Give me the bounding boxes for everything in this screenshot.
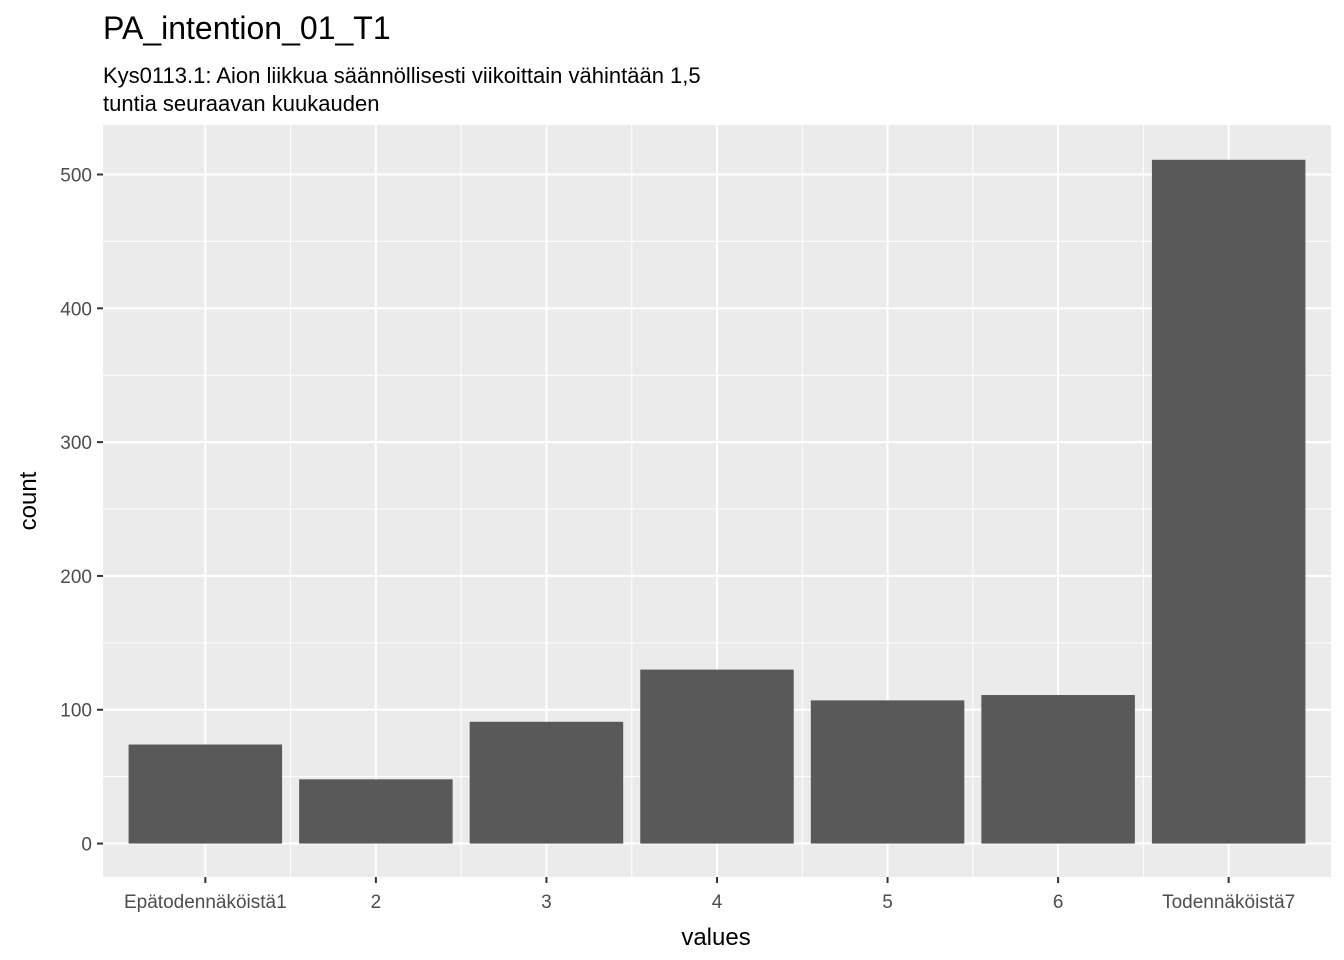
y-tick-label: 300 bbox=[60, 433, 92, 454]
chart-subtitle: Kys0113.1: Aion liikkua säännöllisesti v… bbox=[103, 62, 863, 118]
x-tick-label: Todennäköistä7 bbox=[1162, 892, 1295, 913]
bar bbox=[810, 700, 965, 844]
bar bbox=[1151, 159, 1306, 844]
x-tick-label: 6 bbox=[1053, 892, 1064, 913]
y-tick-label: 0 bbox=[81, 835, 92, 856]
bars bbox=[128, 159, 1306, 844]
chart-title: PA_intention_01_T1 bbox=[103, 10, 391, 46]
x-axis: Epätodennäköistä1 2 3 4 5 6 Todennäköistä7 bbox=[124, 877, 1295, 913]
x-tick-label: 5 bbox=[882, 892, 893, 913]
x-axis-title: values bbox=[681, 924, 750, 951]
y-tick-label: 100 bbox=[60, 701, 92, 722]
y-tick-label: 400 bbox=[60, 299, 92, 320]
y-tick-label: 200 bbox=[60, 567, 92, 588]
chart-subtitle-line-1: Kys0113.1: Aion liikkua säännöllisesti v… bbox=[103, 63, 701, 88]
x-tick-label: 3 bbox=[541, 892, 552, 913]
y-axis-title: count bbox=[15, 471, 42, 530]
chart-subtitle-line-2: tuntia seuraavan kuukauden bbox=[103, 91, 380, 116]
bar bbox=[640, 669, 794, 844]
x-tick-label: 4 bbox=[712, 892, 723, 913]
bar bbox=[128, 744, 283, 844]
x-tick-label: Epätodennäköistä1 bbox=[124, 892, 287, 913]
bar bbox=[299, 779, 453, 844]
x-tick-label: 2 bbox=[371, 892, 382, 913]
bar bbox=[981, 695, 1135, 844]
y-axis: 0 100 200 300 400 500 bbox=[60, 166, 103, 856]
y-tick-label: 500 bbox=[60, 166, 92, 187]
bar bbox=[469, 721, 624, 844]
